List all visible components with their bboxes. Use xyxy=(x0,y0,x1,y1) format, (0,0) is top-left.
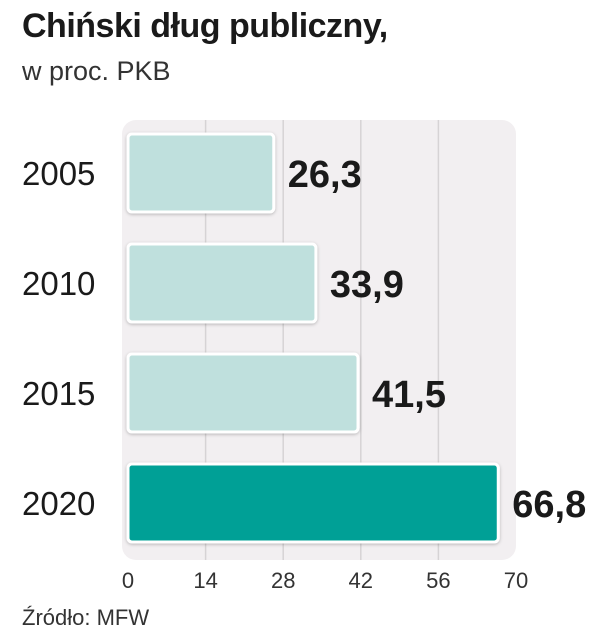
x-tick-label: 28 xyxy=(271,568,295,593)
value-labels: 26,3 33,9 41,5 66,8 xyxy=(288,154,586,526)
category-label: 2015 xyxy=(22,375,95,412)
category-label: 2020 xyxy=(22,485,95,522)
chart-subtitle: w proc. PKB xyxy=(22,56,171,86)
x-tick-label: 56 xyxy=(426,568,450,593)
x-tick-label: 42 xyxy=(349,568,373,593)
category-label: 2010 xyxy=(22,265,95,302)
x-tick-labels: 0 14 28 42 56 70 xyxy=(122,568,528,593)
category-label: 2005 xyxy=(22,155,95,192)
value-label: 26,3 xyxy=(288,154,362,196)
bar xyxy=(126,352,360,434)
value-label: 41,5 xyxy=(372,374,446,416)
bars xyxy=(126,132,500,544)
bar xyxy=(126,462,500,544)
category-labels: 2005 2010 2015 2020 xyxy=(22,155,95,522)
plot-background xyxy=(122,120,516,560)
value-label: 33,9 xyxy=(330,264,404,306)
x-tick-label: 0 xyxy=(122,568,134,593)
x-tick-label: 14 xyxy=(193,568,217,593)
bar xyxy=(126,132,276,214)
source-note: Źródło: MFW xyxy=(22,605,150,630)
value-label: 66,8 xyxy=(512,484,586,526)
chart-title: Chiński dług publiczny, xyxy=(22,7,388,45)
bar xyxy=(126,242,318,324)
bar-chart: 2005 2010 2015 2020 26,3 33,9 41,5 66,8 0 14 28 4… xyxy=(22,120,586,593)
x-tick-label: 70 xyxy=(504,568,528,593)
